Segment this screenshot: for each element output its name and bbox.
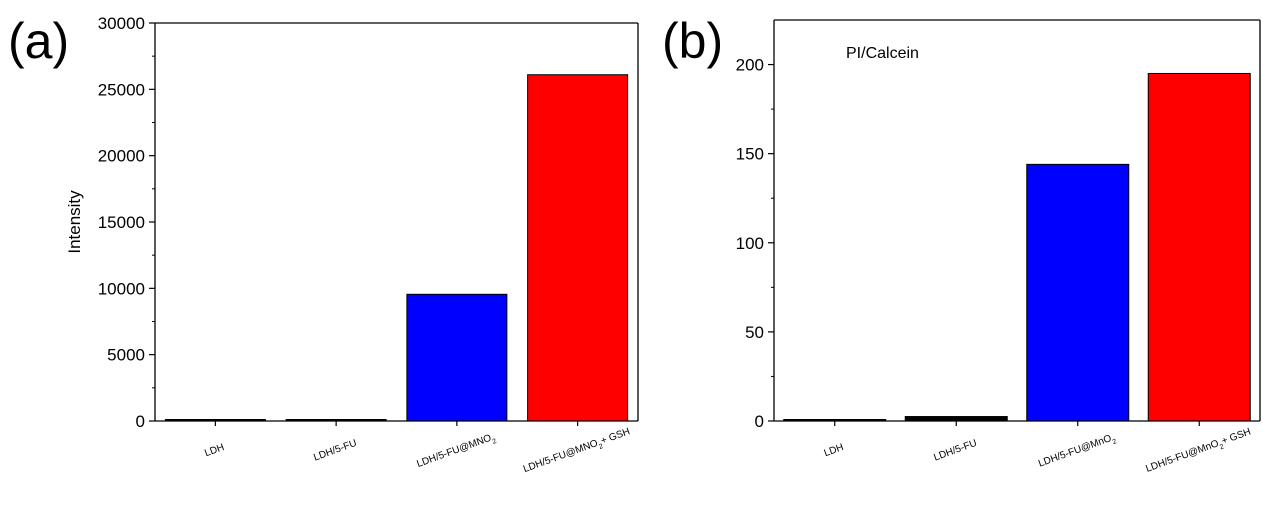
x-tick-label-a-0: LDH — [203, 442, 226, 459]
panel-label-a: (a) — [8, 13, 70, 69]
y-axis-label-a: Intensity — [65, 190, 84, 254]
bar-b-1 — [904, 416, 1008, 422]
bar-chart-a: 0 5000 10000 15000 20000 25000 30000 LDH LDH/5-F… — [65, 14, 639, 477]
bar-a-2 — [406, 293, 508, 422]
y-tick-label-b-3: 150 — [736, 145, 764, 164]
y-tick-label-b-2: 100 — [736, 234, 764, 253]
bar-b-3 — [1147, 72, 1251, 422]
y-tick-label-a-1: 5000 — [107, 346, 145, 365]
y-tick-label-a-4: 20000 — [98, 147, 145, 166]
y-tick-label-b-4: 200 — [736, 56, 764, 75]
x-tick-label-a-3: LDH/5-FU@MNO2+ GSH — [522, 426, 633, 477]
y-tick-label-b-1: 50 — [745, 323, 764, 342]
x-tick-label-b-1: LDH/5-FU — [932, 438, 978, 464]
y-tick-label-a-5: 25000 — [98, 80, 145, 99]
x-tick-label-b-0: LDH — [823, 442, 846, 459]
x-tick-label-b-3: LDH/5-FU@MnO2+ GSH — [1144, 426, 1253, 477]
x-tick-label-a-1: LDH/5-FU — [312, 438, 358, 464]
bar-b-2 — [1026, 163, 1130, 422]
x-tick-label-a-2: LDH/5-FU@MNO2 — [415, 431, 497, 472]
annotation-b: PI/Calcein — [846, 45, 919, 62]
panel-label-b: (b) — [662, 13, 724, 69]
x-tick-label-b-2: LDH/5-FU@MnO2 — [1037, 432, 1118, 472]
y-tick-label-a-0: 0 — [136, 412, 145, 431]
y-tick-label-a-3: 15000 — [98, 213, 145, 232]
bar-chart-b: 0 50 100 150 200 LDH LDH/5-FU LDH/5-FU@MnO2 LDH/… — [736, 19, 1261, 477]
chart-panel-a: (a) 0 5000 10000 15000 20000 25000 30000 LDH LDH… — [8, 13, 639, 477]
y-tick-label-a-6: 30000 — [98, 14, 145, 33]
bar-a-3 — [527, 74, 629, 422]
y-tick-label-a-2: 10000 — [98, 279, 145, 298]
chart-panel-b: (b) 0 50 100 150 200 LDH LDH/5-FU LDH/5-FU@MnO2… — [640, 0, 1263, 510]
y-tick-label-b-0: 0 — [755, 412, 764, 431]
